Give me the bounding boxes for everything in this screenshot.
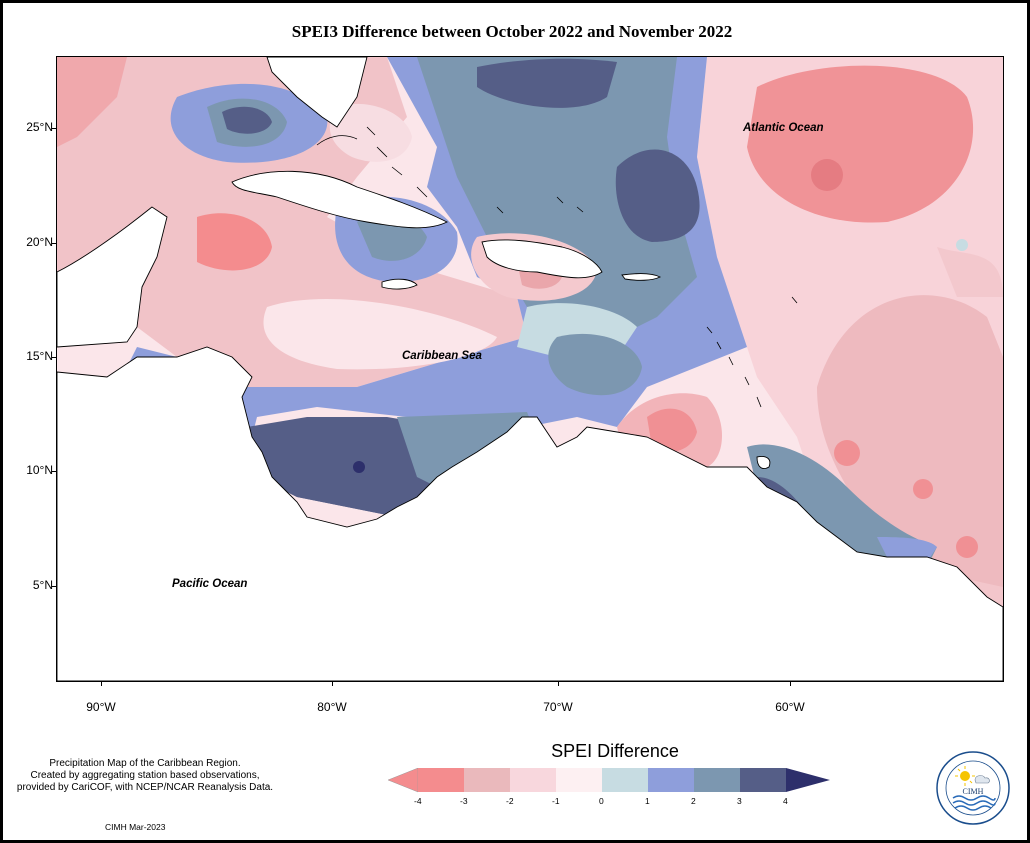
credit-line-2: Created by aggregating station based obs… — [30, 770, 260, 781]
legend-tick: 3 — [737, 796, 742, 806]
x-tick — [101, 681, 102, 686]
y-tick — [52, 586, 57, 587]
legend-tick: -3 — [460, 796, 468, 806]
y-label-5n: 5°N — [32, 578, 53, 592]
legend-swatch — [510, 768, 556, 792]
y-tick — [52, 243, 57, 244]
x-label-60w: 60°W — [775, 700, 805, 714]
y-label-10n: 10°N — [26, 463, 53, 477]
legend-swatch — [418, 768, 464, 792]
legend-swatch — [648, 768, 694, 792]
legend-tick: -2 — [506, 796, 514, 806]
logo-text: CIMH — [963, 787, 984, 796]
credit-text: Precipitation Map of the Caribbean Regio… — [0, 758, 290, 794]
credit-line-3: provided by CariCOF, with NCEP/NCAR Rean… — [16, 782, 274, 793]
legend-title: SPEI Difference — [551, 741, 679, 761]
legend-tick: 2 — [691, 796, 696, 806]
legend-tick: -1 — [552, 796, 560, 806]
x-tick — [332, 681, 333, 686]
legend-arrow-right — [786, 768, 830, 792]
y-label-15n: 15°N — [26, 349, 53, 363]
map-title: SPEI3 Difference between October 2022 an… — [291, 22, 733, 41]
legend-tick: -4 — [414, 796, 422, 806]
legend-swatch — [602, 768, 648, 792]
x-label-80w: 80°W — [317, 700, 347, 714]
legend-swatch — [556, 768, 602, 792]
label-pacific-ocean: Pacific Ocean — [172, 578, 248, 590]
legend-tick: 0 — [599, 796, 604, 806]
cimh-logo: CIMH — [936, 751, 1010, 825]
x-label-70w: 70°W — [543, 700, 573, 714]
x-tick — [790, 681, 791, 686]
label-atlantic-ocean: Atlantic Ocean — [743, 122, 824, 134]
spei-map — [56, 56, 1004, 682]
label-caribbean-sea: Caribbean Sea — [402, 350, 482, 362]
y-tick — [52, 357, 57, 358]
spei-field — [57, 57, 1003, 681]
legend-tick: 4 — [783, 796, 788, 806]
x-label-90w: 90°W — [86, 700, 116, 714]
sun-cloud-waves-icon — [952, 766, 996, 811]
legend-swatch — [464, 768, 510, 792]
y-label-20n: 20°N — [26, 235, 53, 249]
legend-tick: 1 — [645, 796, 650, 806]
legend-swatch — [694, 768, 740, 792]
credit-line-1: Precipitation Map of the Caribbean Regio… — [49, 758, 241, 769]
y-tick — [52, 471, 57, 472]
y-tick — [52, 128, 57, 129]
y-label-25n: 25°N — [26, 120, 53, 134]
legend-arrow-left — [388, 768, 419, 793]
legend-swatch — [740, 768, 786, 792]
legend-colorbar — [388, 768, 830, 793]
x-tick — [558, 681, 559, 686]
date-stamp: CIMH Mar-2023 — [105, 822, 166, 832]
